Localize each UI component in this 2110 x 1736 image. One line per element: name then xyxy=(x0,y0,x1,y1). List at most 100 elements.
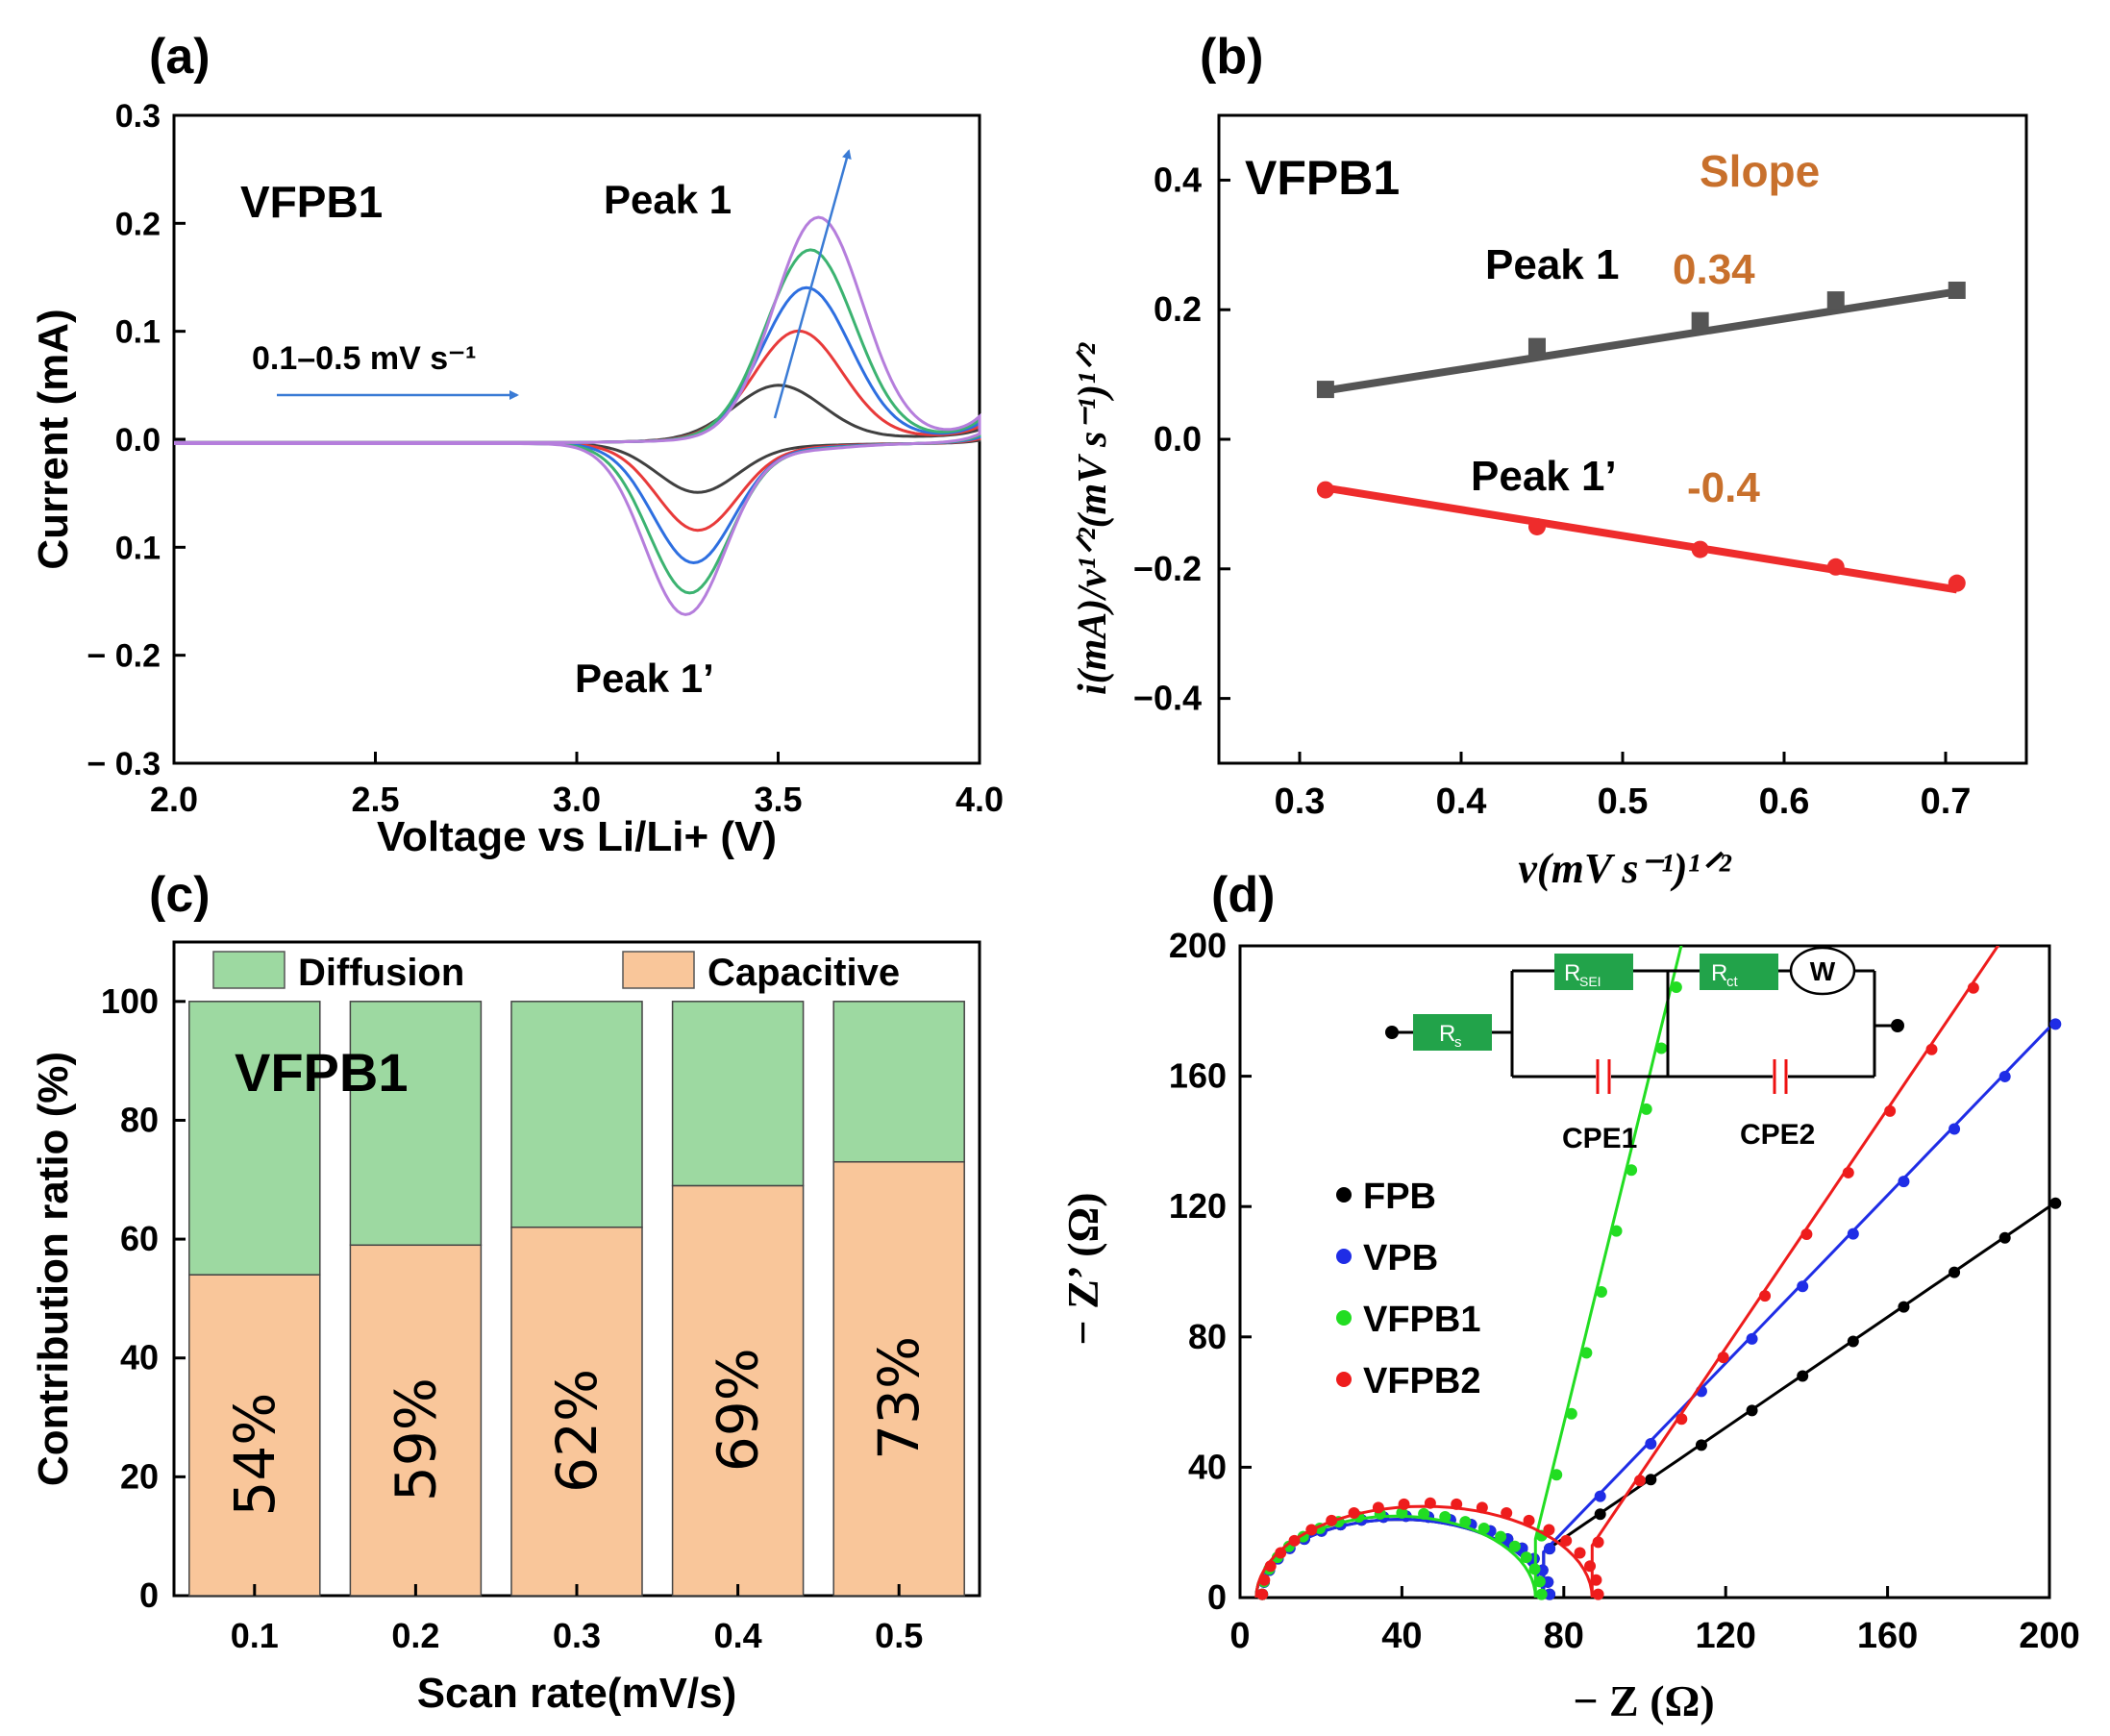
point-FPB xyxy=(1695,1439,1707,1451)
point-VFPB1 xyxy=(1459,1516,1472,1528)
point-peak1 xyxy=(1948,281,1966,299)
legend-capacitive-swatch xyxy=(622,951,695,989)
a-xtick-label: 2.0 xyxy=(150,780,198,819)
point-VFPB2 xyxy=(1717,1352,1729,1364)
point-VFPB1 xyxy=(1595,1286,1607,1299)
bar-diffusion xyxy=(188,1001,321,1276)
point-VFPB1 xyxy=(1533,1575,1546,1588)
d-xtick-label: 120 xyxy=(1695,1616,1755,1656)
panel-b-ylabel: i(mA)/ν¹ᐟ²(mV s⁻¹)¹ᐟ² xyxy=(1071,342,1115,695)
d-xtick-label: 0 xyxy=(1229,1616,1250,1656)
point-VFPB2 xyxy=(1759,1290,1772,1302)
point-VFPB2 xyxy=(1424,1497,1436,1509)
b-ytick-label: 0.4 xyxy=(1154,160,1202,199)
panel-d-x-axis: 0 40 80 120 160 200 xyxy=(1229,1586,2080,1656)
point-VFPB2 xyxy=(1372,1501,1384,1514)
a-ytick-label: − 0.3 xyxy=(87,746,161,782)
point-VFPB2 xyxy=(1451,1498,1463,1510)
a-xtick-label: 2.5 xyxy=(351,780,399,819)
point-VPB xyxy=(1645,1437,1657,1450)
point-VFPB1 xyxy=(1396,1506,1408,1519)
point-VFPB2 xyxy=(1398,1498,1410,1510)
panel-c-x-axis: 0.1 0.2 0.3 0.4 0.5 xyxy=(231,1584,923,1655)
bar-diffusion xyxy=(671,1001,805,1187)
point-VFPB1 xyxy=(1520,1551,1532,1564)
panel-b-label: (b) xyxy=(1200,29,1263,85)
point-VPB xyxy=(2049,1018,2062,1030)
bar-capacitive xyxy=(510,1226,643,1597)
bar-diffusion xyxy=(510,1001,643,1228)
d-xtick-label: 200 xyxy=(2019,1616,2079,1656)
panel-a-xlabel: Voltage vs Li/Li+ (V) xyxy=(377,813,777,860)
point-VFPB2 xyxy=(1326,1514,1338,1526)
peak-1-prime-slope: -0.4 xyxy=(1687,464,1760,511)
rct-label: R xyxy=(1711,960,1727,986)
d-ytick-label: 120 xyxy=(1169,1186,1227,1226)
b-xtick-label: 0.4 xyxy=(1436,781,1487,822)
rs-label: R xyxy=(1439,1021,1455,1047)
c-xtick-label: 0.4 xyxy=(714,1616,762,1655)
point-FPB xyxy=(1797,1370,1809,1382)
point-VFPB2 xyxy=(1476,1501,1488,1514)
legend-label-VFPB2: VFPB2 xyxy=(1363,1361,1480,1401)
cv-curve-04 xyxy=(174,248,981,595)
b-ytick-label: 0.0 xyxy=(1154,419,1202,459)
b-xtick-label: 0.3 xyxy=(1275,781,1326,822)
point-VFPB2 xyxy=(1560,1534,1573,1547)
point-FPB xyxy=(1594,1508,1606,1521)
bar-percent-label: 54% xyxy=(222,1393,287,1517)
cv-curve-03 xyxy=(174,285,981,565)
point-peak1 xyxy=(1691,311,1709,330)
panel-d-xlabel: − Z (Ω) xyxy=(1573,1676,1714,1725)
point-VFPB2 xyxy=(1676,1413,1688,1426)
peak-1-label: Peak 1 xyxy=(604,177,732,222)
point-VPB xyxy=(1998,1070,2011,1082)
panel-c-xlabel: Scan rate(mV/s) xyxy=(417,1670,737,1717)
panel-a-curves xyxy=(174,215,981,616)
panel-a: (a) − 0.3 − 0.2 0.1 0.0 0.1 0.2 0.3 2.0 2.5 3.0 3… xyxy=(30,29,1004,860)
cpe1-label: CPE1 xyxy=(1562,1123,1637,1154)
bar-capacitive xyxy=(671,1184,805,1597)
point-VPB xyxy=(1544,1543,1556,1555)
peak-1-series-label: Peak 1 xyxy=(1485,241,1619,288)
rsei-resistor xyxy=(1554,954,1633,990)
a-ytick-label: 0.1 xyxy=(115,530,161,566)
point-VFPB2 xyxy=(1592,1536,1604,1549)
point-VFPB2 xyxy=(1590,1574,1602,1586)
c-xtick-label: 0.3 xyxy=(553,1616,601,1655)
point-VFPB2 xyxy=(1842,1166,1854,1178)
point-VFPB2 xyxy=(1256,1588,1269,1600)
point-VFPB2 xyxy=(1633,1475,1646,1487)
point-VFPB1 xyxy=(1418,1507,1430,1520)
fit-line-0 xyxy=(1325,287,1958,395)
d-ytick-label: 80 xyxy=(1188,1317,1227,1356)
point-VFPB2 xyxy=(1543,1524,1555,1536)
panel-a-sample-label: VFPB1 xyxy=(240,177,383,227)
peak-1-slope: 0.34 xyxy=(1673,246,1755,293)
scan-rate-label: 0.1–0.5 mV s⁻¹ xyxy=(252,340,476,377)
b-xtick-label: 0.7 xyxy=(1921,781,1972,822)
point-VFPB2 xyxy=(1264,1560,1277,1573)
point-VFPB2 xyxy=(1501,1507,1513,1520)
d-ytick-label: 0 xyxy=(1207,1577,1227,1617)
point-peak1-prime xyxy=(1948,574,1966,592)
point-VFPB2 xyxy=(1348,1507,1360,1520)
point-FPB xyxy=(1746,1404,1758,1417)
point-VFPB1 xyxy=(1640,1103,1652,1115)
peak-1-prime-label: Peak 1’ xyxy=(575,656,714,701)
legend-marker-VFPB2 xyxy=(1336,1372,1352,1387)
panel-b-plot xyxy=(1316,281,1966,594)
point-VFPB1 xyxy=(1508,1540,1521,1552)
point-VPB xyxy=(1898,1176,1910,1188)
bar-capacitive xyxy=(832,1160,965,1597)
cpe2-label: CPE2 xyxy=(1740,1119,1815,1151)
panel-c-ylabel: Contribution ratio (%) xyxy=(30,1052,77,1486)
panel-c-y-axis: 0 20 40 60 80 100 xyxy=(101,981,186,1615)
circuit-node-right xyxy=(1891,1019,1904,1032)
legend-label-VFPB1: VFPB1 xyxy=(1363,1300,1480,1340)
point-VFPB2 xyxy=(1288,1534,1301,1547)
point-VFPB2 xyxy=(1523,1514,1535,1526)
d-xtick-label: 40 xyxy=(1381,1616,1422,1656)
legend-label-VPB: VPB xyxy=(1363,1238,1438,1278)
